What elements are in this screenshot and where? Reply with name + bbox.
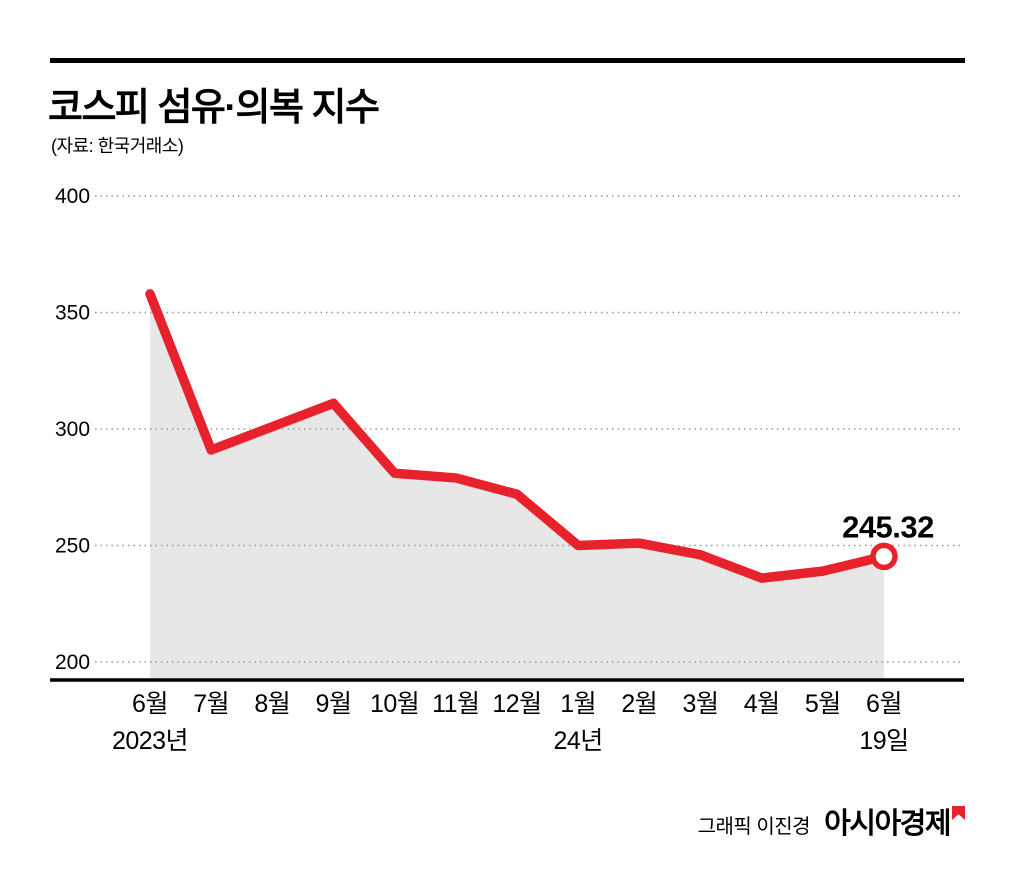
- x-tick-label: 4월: [744, 690, 780, 718]
- x-sub-label: 24년: [554, 727, 603, 755]
- y-tick-label: 400: [55, 185, 90, 208]
- index-line: [145, 289, 889, 583]
- x-tick-label: 8월: [254, 690, 290, 718]
- y-tick-label: 350: [55, 302, 90, 325]
- x-tick-label: 3월: [683, 690, 719, 718]
- x-tick-label: 9월: [316, 690, 352, 718]
- brand-logo: 아시아경제: [824, 806, 965, 840]
- x-tick-label: 10월: [370, 690, 419, 718]
- y-tick-label: 300: [55, 418, 90, 441]
- y-tick-label: 250: [55, 535, 90, 558]
- x-tick-label: 6월: [866, 690, 902, 718]
- x-tick-label: 12월: [492, 690, 541, 718]
- end-value-label: 245.32: [842, 509, 934, 544]
- y-tick-label: 200: [55, 651, 90, 674]
- brand-name: 아시아경제: [824, 808, 951, 840]
- x-tick-label: 6월: [132, 690, 168, 718]
- footer-credit: 그래픽 이진경 아시아경제: [697, 806, 965, 840]
- x-tick-label: 11월: [432, 690, 479, 718]
- x-sub-label: 2023년: [112, 727, 188, 755]
- x-tick-label: 2월: [621, 690, 657, 718]
- chart-title: 코스피 섬유·의복 지수: [48, 87, 380, 129]
- end-marker: [870, 542, 898, 571]
- x-tick-label: 7월: [193, 690, 229, 718]
- top-rule: [50, 58, 965, 63]
- source-note: (자료: 한국거래소): [51, 136, 184, 156]
- x-tick-label: 1월: [560, 690, 596, 718]
- area-fill: [150, 293, 884, 679]
- x-tick-label: 5월: [805, 690, 841, 718]
- brand-flag-icon: [952, 806, 965, 820]
- graphic-credit: 그래픽 이진경: [697, 816, 811, 838]
- x-sub-label: 19일: [859, 727, 908, 755]
